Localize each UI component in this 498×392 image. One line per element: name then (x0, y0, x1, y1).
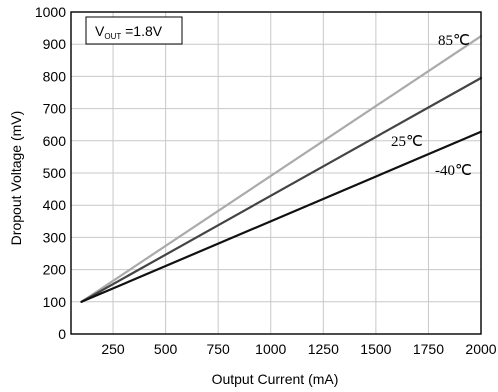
vout-prefix: V (95, 23, 105, 39)
y-axis-label: Dropout Voltage (mV) (8, 111, 24, 246)
y-tick-labels: 0 100 200 300 400 500 600 700 800 900 1000 (35, 4, 66, 342)
series-label-minus40c: -40℃ (435, 163, 472, 179)
series-line-1 (80, 76, 483, 303)
series-line-2 (80, 130, 483, 303)
grid-lines (71, 12, 481, 334)
y-tick-label: 700 (43, 101, 67, 117)
y-tick-label: 1000 (35, 4, 66, 20)
y-tick-label: 800 (43, 68, 67, 84)
y-tick-label: 100 (43, 294, 67, 310)
y-tick-label: 500 (43, 165, 67, 181)
y-tick-label: 900 (43, 36, 67, 52)
series-lines (80, 35, 483, 303)
x-tick-labels: 250 500 750 1000 1250 1500 1750 2000 (101, 341, 496, 357)
plot-frame (70, 11, 482, 335)
x-tick-label: 1000 (255, 341, 286, 357)
vout-annotation-text: VOUT =1.8V (95, 23, 163, 41)
x-tick-label: 1500 (360, 341, 391, 357)
x-tick-label: 2000 (465, 341, 496, 357)
series-line-0 (80, 35, 483, 303)
x-tick-label: 500 (154, 341, 178, 357)
y-tick-label: 300 (43, 229, 67, 245)
vout-annotation-box (85, 16, 183, 45)
series-label-85c: 85℃ (438, 33, 470, 49)
x-tick-label: 1750 (413, 341, 444, 357)
x-tick-label: 250 (101, 341, 125, 357)
y-tick-label: 0 (58, 326, 66, 342)
x-tick-label: 750 (206, 341, 230, 357)
x-axis-label: Output Current (mA) (212, 371, 339, 387)
y-tick-label: 400 (43, 197, 67, 213)
y-tick-label: 200 (43, 262, 67, 278)
vout-suffix: =1.8V (121, 23, 163, 39)
vout-subscript: OUT (104, 32, 121, 41)
x-tick-label: 1250 (308, 341, 339, 357)
y-tick-label: 600 (43, 133, 67, 149)
series-label-25c: 25℃ (391, 134, 423, 150)
vout-annotation: VOUT =1.8V (85, 16, 183, 45)
